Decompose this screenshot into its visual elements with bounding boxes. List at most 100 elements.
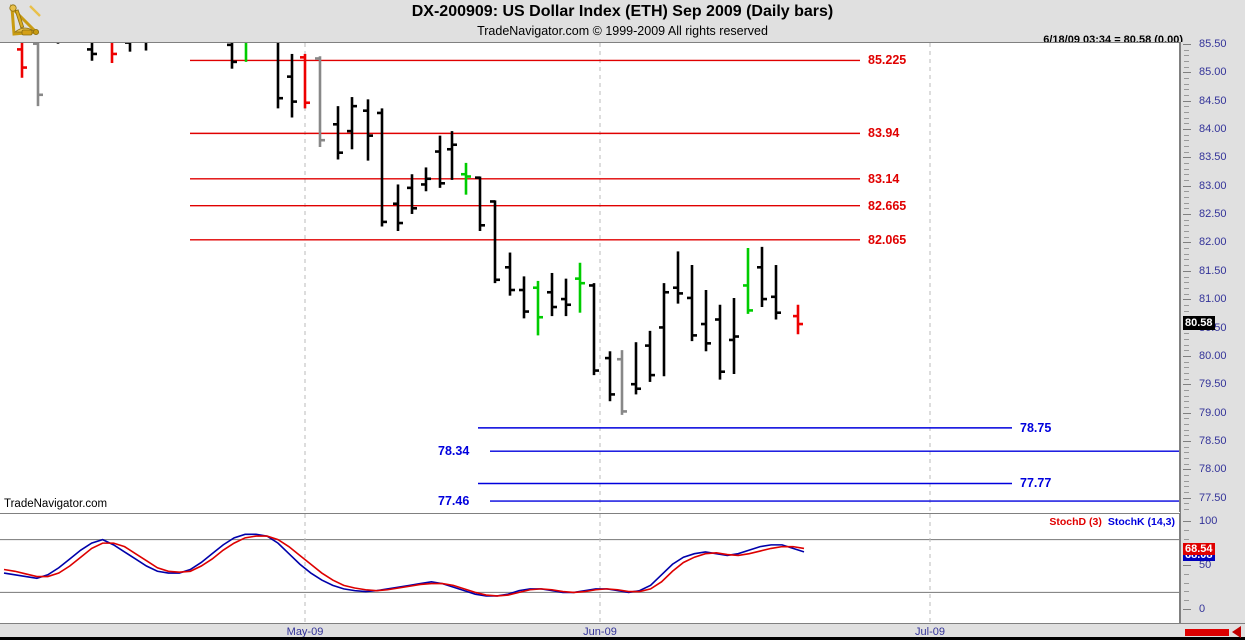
price-axis-minor-tick: [1184, 378, 1189, 380]
ohlc-bar[interactable]: [771, 265, 781, 320]
ohlc-bar[interactable]: [407, 174, 417, 214]
price-axis-tick: [1183, 441, 1191, 443]
ohlc-bar[interactable]: [125, 43, 135, 52]
ohlc-bar[interactable]: [687, 265, 697, 342]
price-axis-minor-tick: [1184, 197, 1189, 199]
stochastic-axis-minor-tick: [1184, 591, 1189, 593]
price-axis-tick: [1183, 72, 1191, 74]
ohlc-bar[interactable]: [743, 248, 753, 314]
ohlc-bar[interactable]: [673, 251, 683, 304]
price-axis-minor-tick: [1184, 259, 1189, 261]
stochastic-panel[interactable]: StochD (3) StochK (14,3): [0, 513, 1180, 623]
ohlc-bar[interactable]: [421, 167, 431, 192]
price-axis-minor-tick: [1184, 401, 1189, 403]
price-axis-label: 84.50: [1199, 94, 1227, 107]
scroll-left-arrow-icon[interactable]: [1232, 626, 1241, 638]
ohlc-bar[interactable]: [377, 108, 387, 227]
date-axis[interactable]: May-09 Jun-09 Jul-09: [0, 623, 1245, 640]
ohlc-bar[interactable]: [505, 252, 515, 296]
price-axis-label: 82.50: [1199, 208, 1227, 221]
ohlc-bar[interactable]: [645, 330, 655, 382]
price-axis-minor-tick: [1184, 503, 1189, 505]
ohlc-bar[interactable]: [605, 351, 615, 402]
price-axis-minor-tick: [1184, 146, 1189, 147]
ohlc-bar[interactable]: [701, 289, 711, 352]
stochastic-legend: StochD (3) StochK (14,3): [1049, 516, 1175, 528]
ohlc-bar[interactable]: [561, 278, 571, 317]
ohlc-bar[interactable]: [287, 53, 297, 118]
ohlc-bar[interactable]: [141, 43, 151, 51]
price-axis-minor-tick: [1184, 55, 1189, 57]
price-axis-label: 78.50: [1199, 435, 1227, 448]
legend-stochd: StochD (3): [1049, 516, 1102, 528]
date-axis-label: Jul-09: [915, 626, 945, 638]
price-axis-label: 83.00: [1199, 179, 1227, 192]
price-axis-tick: [1183, 157, 1191, 159]
ohlc-bar[interactable]: [715, 304, 725, 380]
ohlc-bar[interactable]: [17, 43, 27, 78]
ohlc-bar[interactable]: [363, 99, 373, 161]
ohlc-bar[interactable]: [793, 304, 803, 335]
price-axis-minor-tick: [1184, 191, 1189, 193]
price-axis-tick: [1183, 128, 1191, 130]
price-axis-label: 83.50: [1199, 151, 1227, 164]
price-axis-minor-tick: [1184, 140, 1189, 142]
price-axis-tick: [1183, 100, 1191, 102]
ohlc-bar[interactable]: [490, 200, 500, 284]
ohlc-bar[interactable]: [315, 56, 325, 147]
ohlc-bar[interactable]: [87, 43, 97, 61]
ohlc-bar[interactable]: [273, 43, 283, 109]
price-axis-tick: [1183, 355, 1191, 357]
stochastic-axis[interactable]: 100 50 0 68.08 68.54: [1180, 513, 1245, 623]
ohlc-bar[interactable]: [533, 280, 543, 336]
ohlc-bar[interactable]: [300, 53, 310, 109]
scroll-position-bar[interactable]: [1185, 629, 1229, 636]
price-axis-minor-tick: [1184, 83, 1189, 85]
price-axis-minor-tick: [1184, 287, 1189, 289]
ohlc-bar[interactable]: [757, 246, 767, 308]
price-axis-minor-tick: [1184, 49, 1189, 51]
price-axis-minor-tick: [1184, 480, 1189, 482]
ohlc-bar[interactable]: [107, 43, 117, 64]
page-title: DX-200909: US Dollar Index (ETH) Sep 200…: [411, 3, 834, 20]
price-axis-minor-tick: [1184, 372, 1189, 374]
stochastic-axis-minor-tick: [1184, 600, 1189, 602]
price-axis-minor-tick: [1184, 350, 1189, 352]
ohlc-bar[interactable]: [519, 276, 529, 319]
price-axis-tick: [1183, 185, 1191, 187]
ohlc-bar[interactable]: [547, 272, 557, 317]
price-axis-minor-tick: [1184, 168, 1189, 170]
support-level-label: 77.77: [1020, 476, 1052, 491]
price-axis-minor-tick: [1184, 236, 1189, 238]
ohlc-bar[interactable]: [461, 162, 471, 195]
ohlc-bar[interactable]: [631, 342, 641, 395]
price-axis-minor-tick: [1184, 219, 1189, 221]
price-axis-minor-tick: [1184, 248, 1189, 250]
stochastic-axis-label: 0: [1199, 603, 1206, 615]
stochastic-axis-minor-tick: [1184, 582, 1189, 584]
ohlc-bar[interactable]: [227, 43, 237, 69]
watermark-label: TradeNavigator.com: [4, 498, 108, 510]
ohlc-bar[interactable]: [729, 297, 739, 374]
ohlc-bar[interactable]: [575, 262, 585, 313]
ohlc-bar[interactable]: [659, 283, 669, 377]
ohlc-bar[interactable]: [435, 135, 445, 188]
ohlc-bar[interactable]: [333, 106, 343, 160]
price-axis-minor-tick: [1184, 89, 1189, 91]
price-axis-minor-tick: [1184, 407, 1189, 409]
price-axis[interactable]: 85.50 85.00 84.50 84.00 83.50 83.00 82.50 82.00…: [1180, 38, 1245, 513]
ohlc-bar[interactable]: [347, 97, 357, 150]
ohlc-bar[interactable]: [475, 176, 485, 231]
ohlc-bar[interactable]: [617, 350, 627, 415]
ohlc-bar[interactable]: [33, 43, 43, 107]
price-axis-minor-tick: [1184, 231, 1189, 233]
ohlc-bar[interactable]: [53, 43, 63, 44]
stochastic-series-line: [3, 535, 805, 597]
ohlc-bar[interactable]: [447, 131, 457, 180]
ohlc-bar[interactable]: [241, 43, 251, 62]
price-axis-minor-tick: [1184, 66, 1189, 68]
resistance-level-label: 82.065: [868, 232, 907, 247]
price-chart-panel[interactable]: TradeNavigator.com 85.225 83.94 83.14 82.66…: [0, 42, 1180, 512]
ohlc-bar[interactable]: [589, 283, 599, 376]
ohlc-bar[interactable]: [393, 184, 403, 231]
